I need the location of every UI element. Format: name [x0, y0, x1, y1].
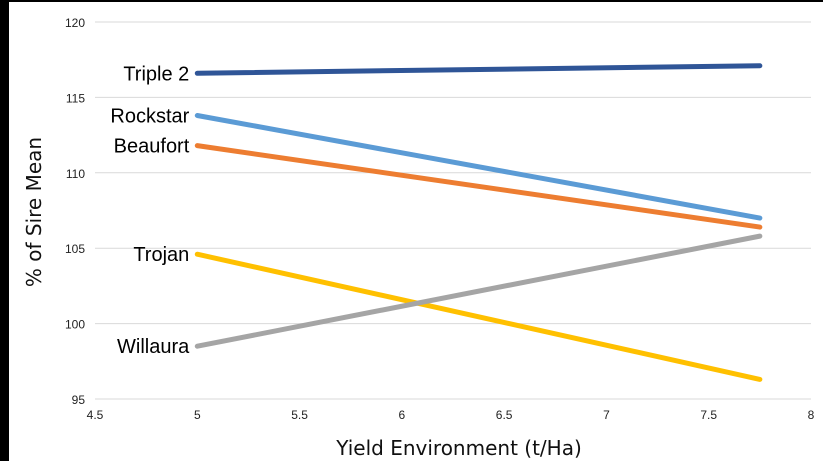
line-chart: 95 100 105 110 115 120 4.5 5 5.5 6 6.5 7 7.5 8 Tripl…	[22, 16, 815, 460]
y-tick-label: 105	[65, 242, 85, 256]
series-lines	[194, 63, 763, 382]
series-line-willaura	[194, 233, 763, 349]
y-axis-title: % of Sire Mean	[22, 137, 46, 287]
x-tick-label: 8	[808, 408, 815, 422]
series-label-trojan: Trojan	[133, 244, 189, 266]
y-tick-labels: 95 100 105 110 115 120	[65, 16, 85, 407]
y-tick-label: 110	[66, 167, 85, 181]
series-label-beaufort: Beaufort	[114, 136, 190, 158]
gridlines	[95, 21, 811, 400]
series-label-willaura: Willaura	[117, 336, 190, 358]
y-tick-label: 95	[72, 393, 86, 407]
y-tick-label: 115	[66, 91, 85, 105]
x-tick-label: 5	[194, 408, 201, 422]
x-axis-title: Yield Environment (t/Ha)	[335, 436, 582, 460]
series-label-rockstar: Rockstar	[110, 105, 189, 127]
x-tick-label: 6.5	[496, 408, 513, 422]
x-tick-labels: 4.5 5 5.5 6 6.5 7 7.5 8	[87, 408, 815, 422]
x-tick-label: 7.5	[700, 408, 717, 422]
series-labels: Triple 2 Rockstar Beaufort Trojan Willaura	[110, 63, 190, 358]
x-tick-label: 6	[399, 408, 406, 422]
x-tick-label: 5.5	[291, 408, 308, 422]
y-tick-label: 120	[65, 16, 85, 30]
series-line-triple-2	[194, 63, 763, 76]
series-line-beaufort	[194, 143, 763, 230]
series-line-trojan	[194, 251, 763, 382]
y-tick-label: 100	[65, 318, 85, 332]
x-tick-label: 4.5	[87, 408, 104, 422]
series-line-rockstar	[194, 112, 763, 221]
x-tick-label: 7	[603, 408, 610, 422]
series-label-triple-2: Triple 2	[123, 63, 189, 85]
chart-frame: 95 100 105 110 115 120 4.5 5 5.5 6 6.5 7 7.5 8 Tripl…	[9, 2, 823, 461]
